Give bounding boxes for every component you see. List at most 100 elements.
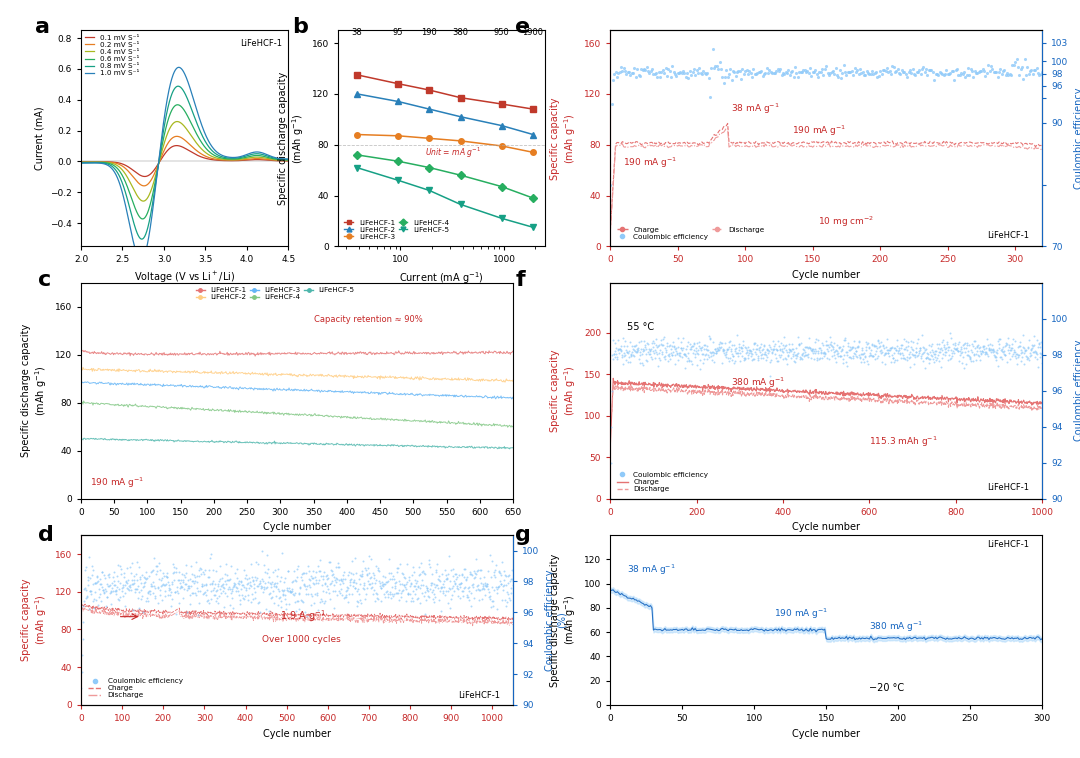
- Point: [488, 587, 505, 600]
- LiFeHCF-1: [75, 346, 87, 356]
- Point: [118, 582, 135, 594]
- Point: [413, 557, 430, 569]
- Point: [379, 575, 396, 587]
- Point: [292, 582, 309, 594]
- Point: [390, 587, 407, 600]
- Point: [403, 569, 420, 581]
- Point: [961, 351, 978, 363]
- Point: [785, 355, 802, 367]
- Point: [681, 343, 699, 356]
- LiFeHCF-2: [75, 364, 87, 373]
- Point: [296, 606, 313, 618]
- Point: [400, 588, 417, 600]
- Point: [815, 346, 833, 358]
- Point: [643, 351, 660, 363]
- Point: [428, 565, 445, 578]
- Point: [202, 548, 219, 560]
- Point: [705, 61, 723, 74]
- Point: [756, 348, 773, 360]
- Point: [470, 565, 487, 577]
- Point: [305, 572, 322, 584]
- Text: 1.9 A g$^{-1}$: 1.9 A g$^{-1}$: [280, 608, 326, 624]
- Point: [89, 571, 106, 583]
- Point: [495, 580, 512, 592]
- Point: [167, 562, 185, 574]
- Point: [850, 341, 867, 353]
- Point: [189, 570, 206, 582]
- Point: [731, 337, 748, 349]
- Point: [783, 352, 800, 364]
- Point: [889, 334, 906, 346]
- Point: [482, 571, 499, 583]
- Point: [206, 590, 224, 602]
- Point: [814, 70, 832, 82]
- Point: [497, 569, 514, 581]
- Point: [737, 353, 754, 365]
- Point: [301, 581, 319, 594]
- Point: [653, 339, 671, 351]
- Point: [900, 336, 917, 348]
- Point: [677, 71, 694, 83]
- Point: [271, 591, 288, 603]
- Point: [281, 584, 298, 597]
- Point: [954, 351, 971, 363]
- LiFeHCF-3: [163, 381, 176, 390]
- Point: [409, 580, 427, 592]
- Point: [747, 343, 765, 355]
- Point: [441, 582, 458, 594]
- Point: [657, 352, 674, 365]
- Point: [945, 345, 962, 357]
- Point: [633, 357, 650, 369]
- Point: [932, 67, 949, 80]
- Point: [777, 352, 794, 364]
- Point: [214, 579, 231, 591]
- Point: [712, 336, 729, 348]
- Point: [455, 585, 472, 597]
- Point: [796, 341, 813, 353]
- 0.6 mV S⁻¹: [214, 153, 227, 162]
- Point: [696, 352, 713, 365]
- 0.8 mV S⁻¹: [231, 153, 244, 162]
- Point: [791, 339, 808, 351]
- Point: [957, 71, 974, 83]
- Point: [107, 587, 124, 600]
- Point: [146, 590, 163, 602]
- Point: [624, 349, 642, 361]
- Point: [1005, 344, 1023, 356]
- Point: [804, 66, 821, 78]
- Point: [982, 337, 999, 349]
- Point: [889, 63, 906, 75]
- Point: [150, 597, 167, 609]
- Point: [1017, 343, 1035, 356]
- Point: [78, 590, 95, 603]
- Point: [1017, 69, 1035, 81]
- 0.6 mV S⁻¹: [75, 158, 87, 167]
- Text: 10 mg cm$^{-2}$: 10 mg cm$^{-2}$: [818, 215, 874, 229]
- LiFeHCF-3: [459, 391, 472, 400]
- Point: [662, 353, 679, 365]
- Point: [198, 578, 215, 590]
- Point: [490, 565, 508, 577]
- Point: [971, 353, 988, 365]
- Point: [775, 68, 793, 80]
- Point: [625, 343, 643, 356]
- Point: [204, 564, 221, 576]
- Point: [964, 355, 982, 367]
- Point: [876, 349, 893, 361]
- Point: [868, 352, 886, 364]
- Point: [200, 571, 217, 583]
- Point: [976, 346, 994, 358]
- Point: [287, 604, 305, 616]
- Point: [733, 63, 751, 75]
- Point: [946, 343, 963, 356]
- Point: [927, 67, 944, 80]
- Point: [365, 584, 382, 596]
- Point: [189, 584, 206, 597]
- Point: [242, 576, 259, 588]
- Point: [297, 588, 314, 600]
- Point: [160, 589, 177, 601]
- Point: [634, 64, 651, 77]
- Point: [692, 67, 710, 80]
- Point: [497, 570, 514, 582]
- Point: [792, 352, 809, 364]
